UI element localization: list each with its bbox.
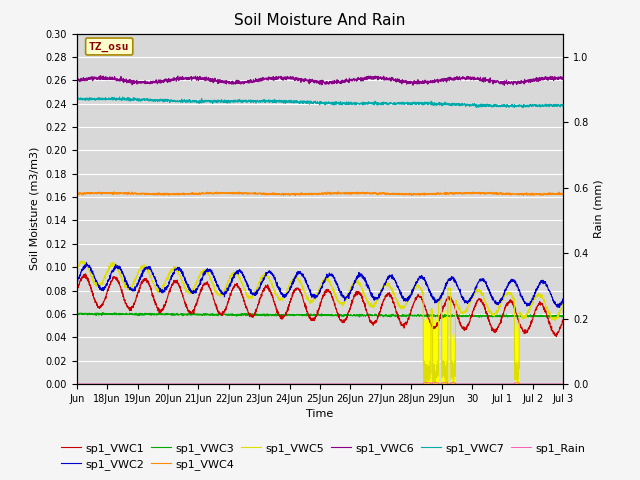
- sp1_VWC2: [227, 283, 234, 288]
- sp1_VWC1: [82, 271, 90, 277]
- Line: sp1_VWC3: sp1_VWC3: [77, 312, 563, 317]
- sp1_VWC4: [553, 191, 561, 197]
- sp1_VWC2: [559, 296, 567, 301]
- Line: sp1_Rain: sp1_Rain: [77, 383, 563, 384]
- sp1_VWC4: [494, 191, 502, 196]
- sp1_VWC6: [349, 77, 356, 83]
- sp1_VWC7: [73, 95, 81, 100]
- sp1_VWC3: [553, 313, 561, 319]
- sp1_VWC7: [559, 102, 567, 108]
- sp1_VWC2: [349, 285, 356, 290]
- sp1_VWC1: [349, 297, 356, 303]
- sp1_VWC5: [467, 298, 474, 304]
- sp1_VWC1: [493, 325, 501, 331]
- sp1_VWC2: [122, 279, 129, 285]
- sp1_VWC1: [552, 334, 560, 339]
- sp1_VWC3: [73, 310, 81, 316]
- sp1_VWC7: [73, 94, 81, 100]
- sp1_VWC6: [122, 78, 129, 84]
- sp1_VWC3: [99, 310, 106, 315]
- sp1_Rain: [552, 381, 560, 387]
- sp1_VWC3: [227, 311, 234, 317]
- Y-axis label: Rain (mm): Rain (mm): [594, 180, 604, 238]
- sp1_VWC6: [500, 83, 508, 88]
- sp1_VWC6: [227, 80, 234, 86]
- sp1_VWC6: [493, 78, 501, 84]
- Text: TZ_osu: TZ_osu: [89, 41, 129, 51]
- sp1_VWC5: [553, 314, 561, 320]
- sp1_VWC5: [423, 381, 431, 387]
- sp1_VWC2: [493, 301, 501, 307]
- sp1_VWC5: [73, 265, 81, 271]
- sp1_VWC2: [556, 304, 563, 310]
- sp1_VWC3: [467, 313, 474, 319]
- sp1_VWC5: [78, 258, 86, 264]
- sp1_VWC1: [73, 287, 81, 292]
- sp1_VWC4: [467, 190, 474, 196]
- Y-axis label: Soil Moisture (m3/m3): Soil Moisture (m3/m3): [30, 147, 40, 271]
- sp1_VWC3: [494, 314, 502, 320]
- sp1_VWC3: [122, 311, 129, 317]
- Line: sp1_VWC7: sp1_VWC7: [77, 97, 563, 108]
- sp1_VWC3: [349, 313, 356, 319]
- sp1_VWC4: [227, 191, 234, 196]
- Title: Soil Moisture And Rain: Soil Moisture And Rain: [234, 13, 406, 28]
- sp1_VWC6: [97, 73, 104, 79]
- sp1_VWC7: [493, 104, 501, 109]
- sp1_VWC4: [122, 190, 129, 195]
- sp1_VWC7: [227, 98, 234, 104]
- Line: sp1_VWC2: sp1_VWC2: [77, 263, 563, 307]
- sp1_VWC1: [466, 318, 474, 324]
- Line: sp1_VWC6: sp1_VWC6: [77, 76, 563, 85]
- sp1_Rain: [349, 381, 356, 387]
- sp1_VWC3: [559, 313, 567, 319]
- sp1_VWC4: [349, 190, 357, 195]
- sp1_VWC4: [73, 191, 81, 196]
- sp1_Rain: [493, 381, 501, 387]
- sp1_VWC1: [122, 300, 129, 306]
- sp1_VWC2: [73, 280, 81, 286]
- sp1_VWC4: [559, 190, 567, 196]
- sp1_VWC5: [227, 274, 234, 279]
- sp1_VWC6: [73, 77, 81, 83]
- sp1_VWC7: [122, 96, 129, 102]
- sp1_VWC2: [83, 260, 90, 265]
- sp1_VWC7: [518, 105, 526, 110]
- sp1_VWC6: [559, 75, 567, 81]
- sp1_VWC1: [227, 292, 234, 298]
- sp1_VWC1: [559, 317, 567, 323]
- X-axis label: Time: Time: [307, 409, 333, 419]
- sp1_VWC2: [552, 302, 560, 308]
- sp1_VWC6: [466, 74, 474, 80]
- sp1_VWC7: [466, 102, 474, 108]
- sp1_Rain: [466, 381, 474, 387]
- Line: sp1_VWC5: sp1_VWC5: [77, 261, 563, 384]
- sp1_VWC7: [553, 103, 561, 109]
- sp1_Rain: [73, 381, 81, 387]
- sp1_VWC5: [349, 283, 356, 289]
- Legend: sp1_VWC1, sp1_VWC2, sp1_VWC3, sp1_VWC4, sp1_VWC5, sp1_VWC6, sp1_VWC7, sp1_Rain: sp1_VWC1, sp1_VWC2, sp1_VWC3, sp1_VWC4, …: [57, 438, 590, 474]
- sp1_Rain: [559, 381, 567, 387]
- sp1_VWC6: [553, 76, 561, 82]
- sp1_VWC5: [559, 301, 567, 307]
- sp1_VWC5: [122, 282, 129, 288]
- Line: sp1_VWC4: sp1_VWC4: [77, 192, 563, 195]
- sp1_VWC1: [553, 332, 561, 337]
- sp1_Rain: [122, 381, 129, 387]
- sp1_VWC2: [466, 296, 474, 301]
- sp1_Rain: [227, 381, 234, 387]
- Line: sp1_VWC1: sp1_VWC1: [77, 274, 563, 336]
- sp1_VWC4: [291, 192, 299, 198]
- sp1_VWC7: [349, 101, 356, 107]
- sp1_VWC5: [494, 307, 502, 313]
- sp1_VWC3: [439, 314, 447, 320]
- sp1_VWC4: [335, 189, 342, 195]
- sp1_Rain: [420, 380, 428, 386]
